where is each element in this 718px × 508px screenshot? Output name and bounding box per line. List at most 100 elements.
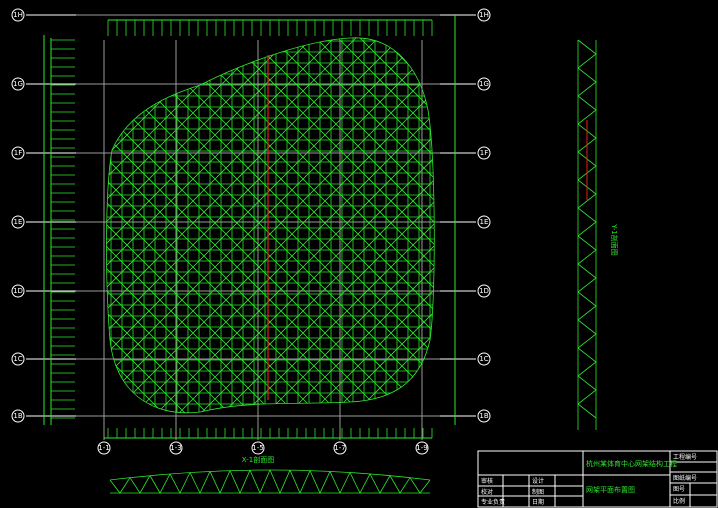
web-member [269,469,291,495]
web-member [106,37,409,339]
tb-lead: 专业负责 [481,498,505,506]
axis-grid: 1H 1H 1G 1G 1F 1F 1E 1E 1D 1D 1C 1C 1B 1B 1-1 1-3 1-5 1-7… [11,8,491,455]
title-block [477,450,718,508]
col-axis-label: 1-9 [416,444,427,452]
web-member [106,283,237,413]
web-member [106,37,431,361]
web-member [577,39,597,419]
web-member [100,416,104,420]
web-member [347,327,435,413]
web-member [229,469,251,494]
col-axis-label: 1-3 [170,444,181,452]
tb-scale: 比例 [673,497,685,505]
web-member [106,305,215,413]
web-member [109,477,131,494]
axis-bubble [11,284,25,298]
row-axis-label: 1G [13,80,23,88]
y-section-truss [577,39,597,430]
web-member [285,37,435,185]
tb-drafter: 制图 [532,488,544,496]
web-member [329,471,351,494]
web-member [106,37,365,295]
web-member [106,37,167,97]
dimension-lines [43,15,456,439]
web-member [391,371,435,413]
web-member [309,470,331,494]
web-member [106,151,369,413]
x-section-label: X-1剖面图 [242,455,274,464]
space-frame-plan [100,37,435,420]
web-member [127,107,435,413]
tb-checker: 校对 [481,488,493,496]
web-member [149,473,171,494]
web-member [263,37,435,207]
tb-designer: 设计 [532,477,544,485]
col-axis-label: 1-5 [252,444,263,452]
web-member [349,472,371,494]
axis-bubble [11,77,25,91]
web-member [209,470,231,494]
web-member [193,173,435,413]
web-member [171,151,435,413]
web-member [106,37,321,251]
row-axis-label: 1F [480,149,488,157]
project-title: 杭州某体育中心网架结构工程 [586,459,677,468]
web-member [106,349,171,413]
axis-bubble [251,441,265,455]
web-member [106,41,435,383]
web-member [219,37,435,251]
web-member [303,283,435,413]
web-member [106,327,193,413]
web-member [325,305,435,413]
web-member [351,37,435,119]
roof-outline [106,37,435,414]
row-axis-label: 1D [13,287,23,295]
axis-bubble [415,441,429,455]
web-member [106,107,413,413]
web-member [241,37,435,229]
web-member [106,37,145,75]
web-member [106,37,299,229]
axis-bubble [477,409,491,423]
axis-bubble [11,8,25,22]
web-member [281,261,435,413]
web-member [106,37,343,273]
col-axis-label: 1-1 [98,444,109,452]
axis-bubble [477,8,491,22]
drawing-title: 网架平面布置图 [586,485,635,494]
tb-drawing-no: 图纸编号 [673,474,697,482]
row-axis-label: 1H [13,11,23,19]
web-member [189,471,211,494]
x-section-truss [109,469,431,495]
web-member [106,261,259,413]
row-axis-label: 1C [479,355,488,363]
axis-bubble [477,284,491,298]
tb-project-no: 工程编号 [673,453,697,461]
web-member [249,469,271,495]
row-axis-label: 1D [479,287,489,295]
web-member [215,195,435,413]
web-member [369,473,391,494]
web-member [106,85,435,413]
web-member [409,477,431,494]
web-member [389,475,411,494]
tb-date: 日期 [532,498,544,506]
tb-reviewer: 审核 [481,477,493,485]
web-member [369,349,435,413]
web-member [106,173,347,413]
web-member [106,37,189,119]
web-member [237,217,435,413]
web-member [417,37,435,53]
web-member [106,129,391,413]
web-member [197,37,435,273]
web-member [289,469,311,494]
web-member [106,239,281,413]
web-member [106,371,149,413]
web-member [129,475,151,494]
web-member [395,37,435,75]
web-member [106,63,435,405]
row-axis-label: 1G [479,80,489,88]
axis-bubble [11,352,25,366]
row-axis-label: 1E [14,218,23,226]
axis-bubble [477,77,491,91]
